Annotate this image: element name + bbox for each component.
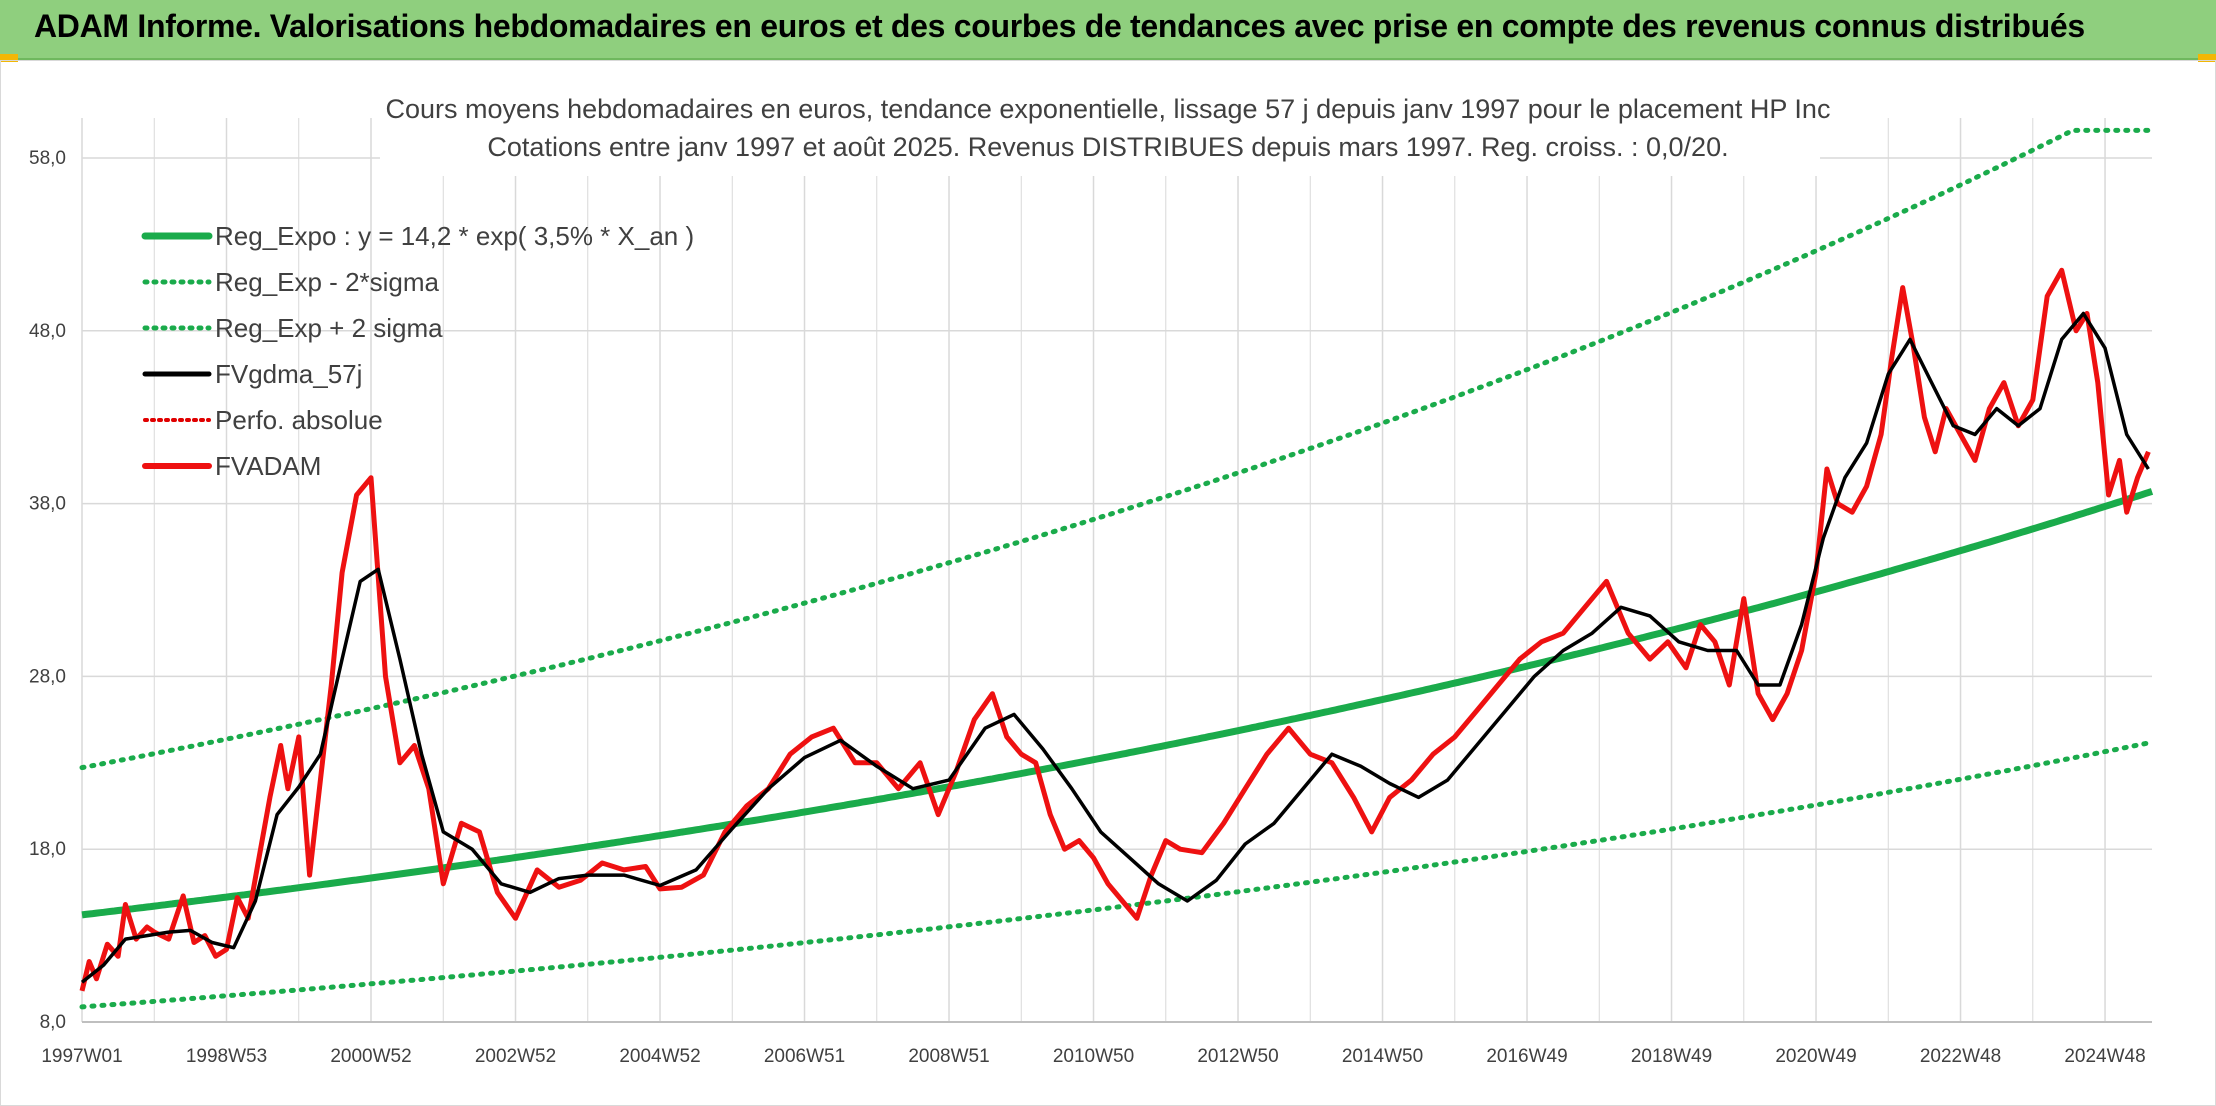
fvadam-line bbox=[79, 267, 2151, 992]
legend-label: FVgdma_57j bbox=[215, 359, 362, 389]
y-tick-label: 8,0 bbox=[40, 1012, 66, 1033]
reg-expo-line bbox=[81, 488, 2154, 919]
axis-layer: 8,0 18,0 28,0 38,0 48,0 58,0 1997W01 1998W53 200… bbox=[29, 148, 2152, 1067]
y-tick-label: 38,0 bbox=[29, 494, 66, 515]
chart-legend: Reg_Expo : y = 14,2 * exp( 3,5% * X_an )… bbox=[141, 221, 694, 481]
y-tick-label: 18,0 bbox=[29, 839, 66, 860]
legend-label: Reg_Expo : y = 14,2 * exp( 3,5% * X_an ) bbox=[215, 221, 694, 251]
corner-mark-left bbox=[0, 54, 18, 62]
reg-exp-plus-2sigma-line bbox=[79, 127, 2155, 771]
x-tick-label: 2000W52 bbox=[330, 1046, 411, 1067]
x-tick-label: 2024W48 bbox=[2064, 1046, 2145, 1067]
x-tick-label: 1997W01 bbox=[41, 1046, 122, 1067]
x-tick-label: 2012W50 bbox=[1197, 1046, 1278, 1067]
report-title: ADAM Informe. Valorisations hebdomadaire… bbox=[34, 8, 2085, 44]
y-tick-label: 28,0 bbox=[29, 666, 66, 687]
x-tick-label: 2004W52 bbox=[619, 1046, 700, 1067]
x-tick-label: 2006W51 bbox=[764, 1046, 845, 1067]
x-tick-label: 1998W53 bbox=[186, 1046, 267, 1067]
x-tick-label: 2008W51 bbox=[908, 1046, 989, 1067]
series-layer bbox=[79, 127, 2155, 1010]
chart-title-background bbox=[380, 88, 1820, 176]
chart-title-block: Cours moyens hebdomadaires en euros, ten… bbox=[380, 88, 1830, 176]
x-tick-label: 2022W48 bbox=[1920, 1046, 2001, 1067]
x-tick-label: 2020W49 bbox=[1775, 1046, 1856, 1067]
x-tick-label: 2002W52 bbox=[475, 1046, 556, 1067]
grid-layer bbox=[81, 118, 2152, 1023]
reg-exp-minus-2sigma-line bbox=[79, 739, 2155, 1010]
x-tick-label: 2018W49 bbox=[1631, 1046, 1712, 1067]
corner-mark-right bbox=[2198, 54, 2216, 62]
legend-label: FVADAM bbox=[215, 451, 321, 481]
y-tick-label: 58,0 bbox=[29, 148, 66, 169]
fvgdma-57j-line bbox=[80, 311, 2150, 984]
x-tick-label: 2010W50 bbox=[1053, 1046, 1134, 1067]
legend-label: Reg_Exp - 2*sigma bbox=[215, 267, 440, 297]
chart-title-line: Cours moyens hebdomadaires en euros, ten… bbox=[386, 94, 1831, 124]
legend-label: Reg_Exp + 2 sigma bbox=[215, 313, 443, 343]
legend-label: Perfo. absolue bbox=[215, 405, 383, 435]
x-tick-label: 2014W50 bbox=[1342, 1046, 1423, 1067]
report-banner: ADAM Informe. Valorisations hebdomadaire… bbox=[0, 0, 2216, 60]
x-tick-label: 2016W49 bbox=[1486, 1046, 1567, 1067]
y-tick-label: 48,0 bbox=[29, 321, 66, 342]
chart-title-line: Cotations entre janv 1997 et août 2025. … bbox=[487, 132, 1728, 162]
